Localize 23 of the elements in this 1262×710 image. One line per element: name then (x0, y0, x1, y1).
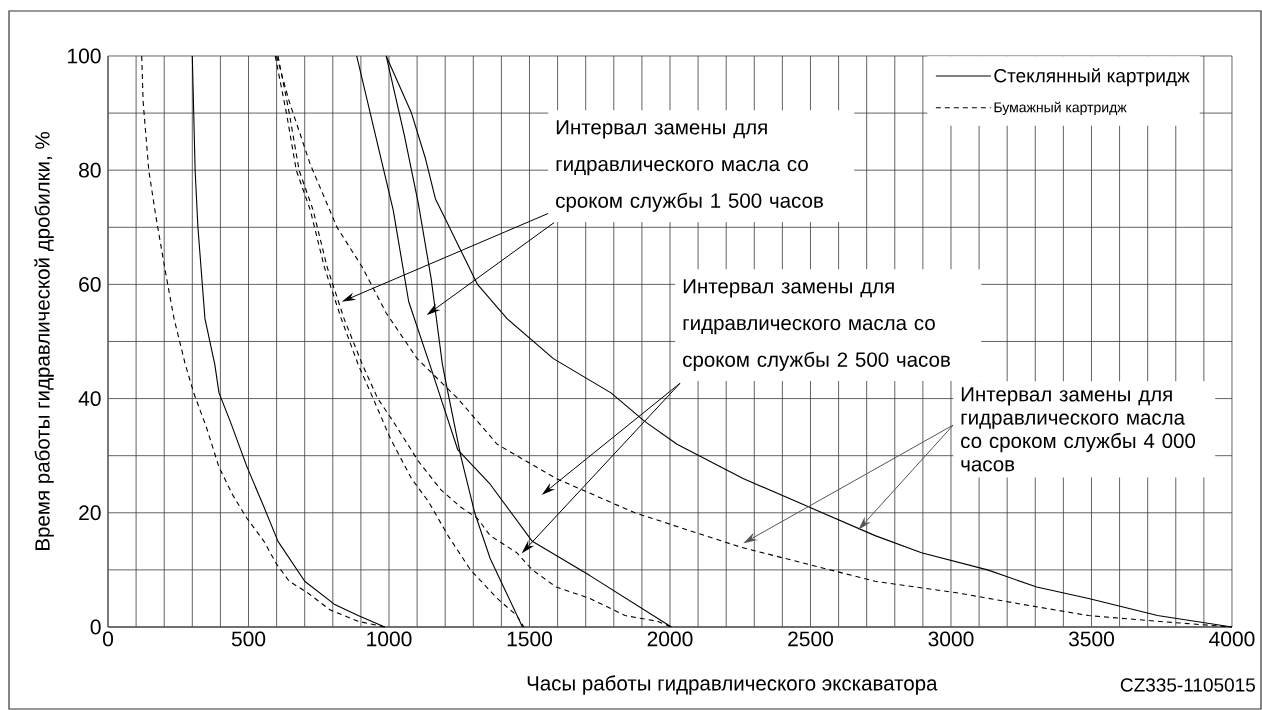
x-tick-label: 2500 (788, 631, 834, 647)
y-tick-label: 40 (78, 391, 101, 407)
x-tick-label: 2000 (647, 631, 693, 647)
x-axis-title: Часы работы гидравлического экскаватора (527, 675, 938, 695)
x-tick-label: 3000 (928, 631, 974, 647)
y-tick-label: 80 (79, 162, 101, 178)
legend-label: Стеклянный картридж (994, 68, 1190, 87)
y-tick-label: 100 (68, 48, 101, 64)
x-tick-label: 500 (231, 631, 266, 647)
x-tick-label: 1500 (507, 631, 553, 647)
x-tick-label: 4000 (1209, 631, 1255, 647)
y-tick-label: 60 (79, 276, 101, 292)
y-tick-label: 0 (90, 619, 101, 635)
text: CZ335-1105015 (1120, 678, 1255, 692)
x-tick-label: 1000 (367, 631, 412, 647)
legend-label: Бумажный картридж (994, 101, 1127, 116)
x-tick-label: 0 (103, 631, 114, 647)
annotation: Интервал замены для гидравлического масла со сроком службы 4 000 часов (961, 387, 1196, 472)
annotation: Интервал замены для гидравлического масла со сроком службы 2 500 часов (683, 279, 950, 371)
x-tick-label: 3500 (1068, 631, 1115, 647)
y-tick-label: 20 (79, 505, 101, 521)
annotation: Интервал замены для гидравлического масла со сроком службы 1 500 часов (556, 120, 823, 212)
y-axis-title: Время работы гидравлической дробилки, % (34, 132, 54, 550)
